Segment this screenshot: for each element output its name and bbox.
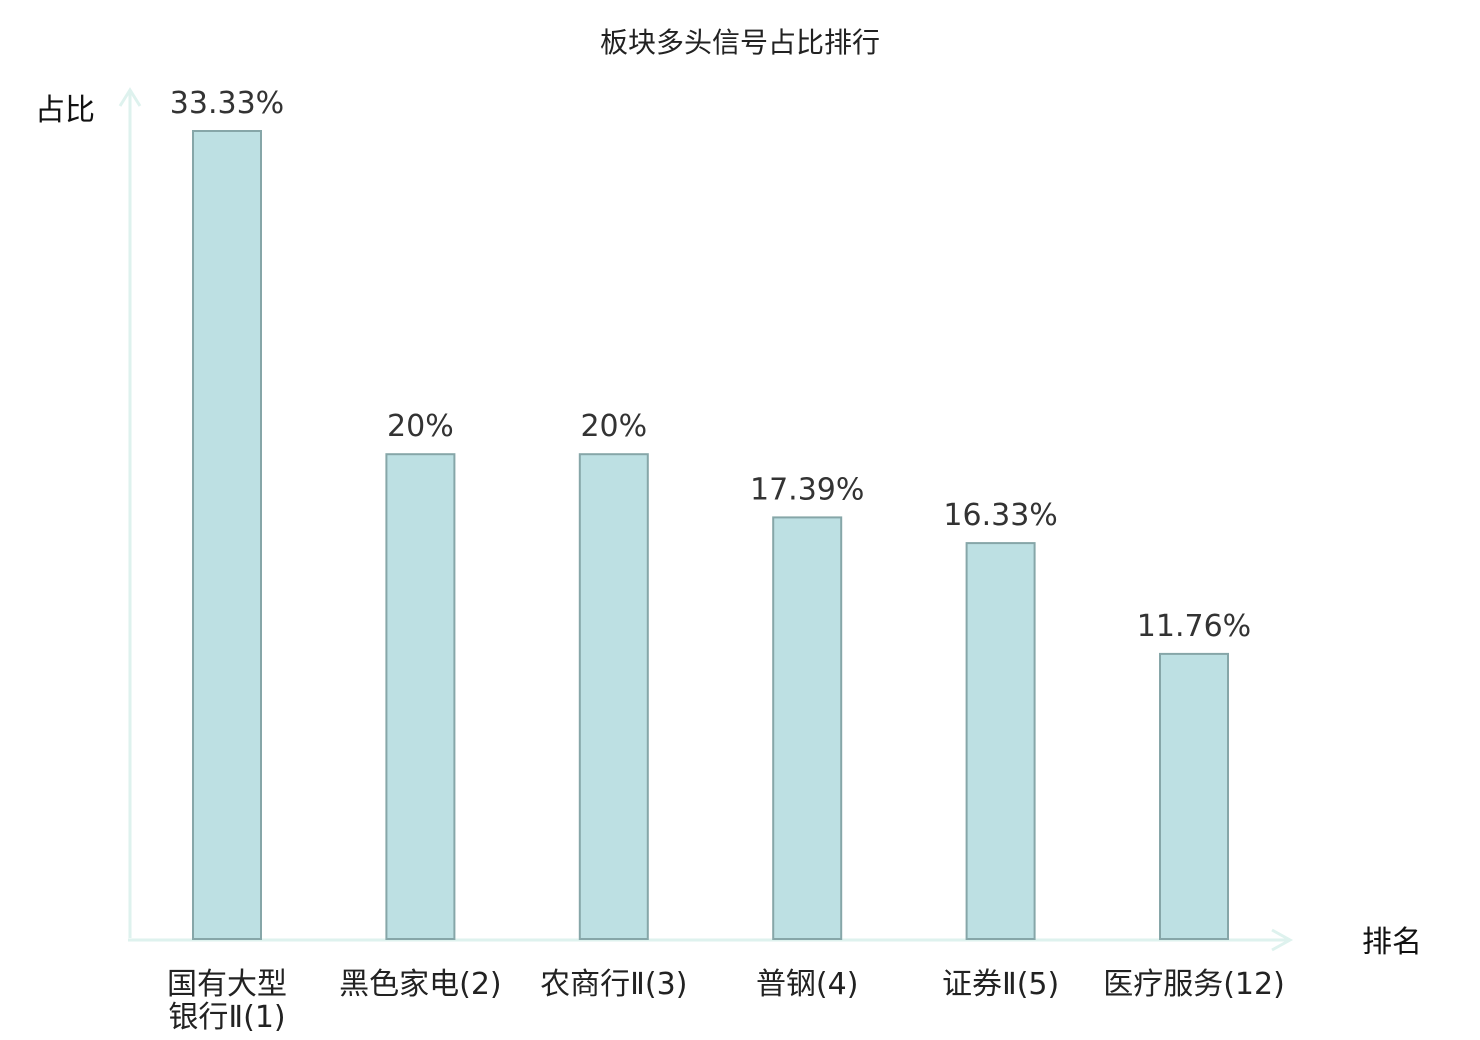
value-label-1: 33.33% — [170, 86, 284, 121]
y-axis-label: 占比 — [35, 93, 95, 128]
y-axis-arrow — [118, 87, 142, 107]
bar-4 — [772, 516, 843, 941]
bar-6 — [1159, 652, 1229, 941]
bar-2 — [385, 453, 456, 940]
value-label-6: 11.76% — [1137, 609, 1251, 644]
bars-group — [192, 130, 1229, 941]
x-axis-label: 排名 — [1362, 925, 1422, 960]
value-label-5: 16.33% — [943, 498, 1057, 533]
category-label-2: 黑色家电(2) — [339, 967, 502, 1002]
category-label-5: 证券Ⅱ(5) — [942, 967, 1059, 1002]
category-label-3: 农商行Ⅱ(3) — [540, 967, 687, 1002]
value-labels-group: 33.33% 20% 20% 17.39% 16.33% 11.76% — [170, 86, 1251, 644]
x-axis-arrow — [1271, 928, 1294, 952]
bar-1 — [192, 130, 262, 940]
bar-5 — [965, 542, 1036, 940]
category-label-1-line-1: 国有大型 — [167, 967, 287, 1002]
value-label-4: 17.39% — [750, 472, 864, 507]
value-label-2: 20% — [387, 409, 454, 444]
category-label-6: 医疗服务(12) — [1103, 967, 1285, 1002]
category-label-1-line-2: 银行Ⅱ(1) — [168, 1000, 285, 1035]
chart-title: 板块多头信号占比排行 — [600, 26, 880, 59]
category-label-4: 普钢(4) — [756, 967, 859, 1002]
value-label-3: 20% — [580, 409, 647, 444]
bar-3 — [578, 453, 649, 940]
